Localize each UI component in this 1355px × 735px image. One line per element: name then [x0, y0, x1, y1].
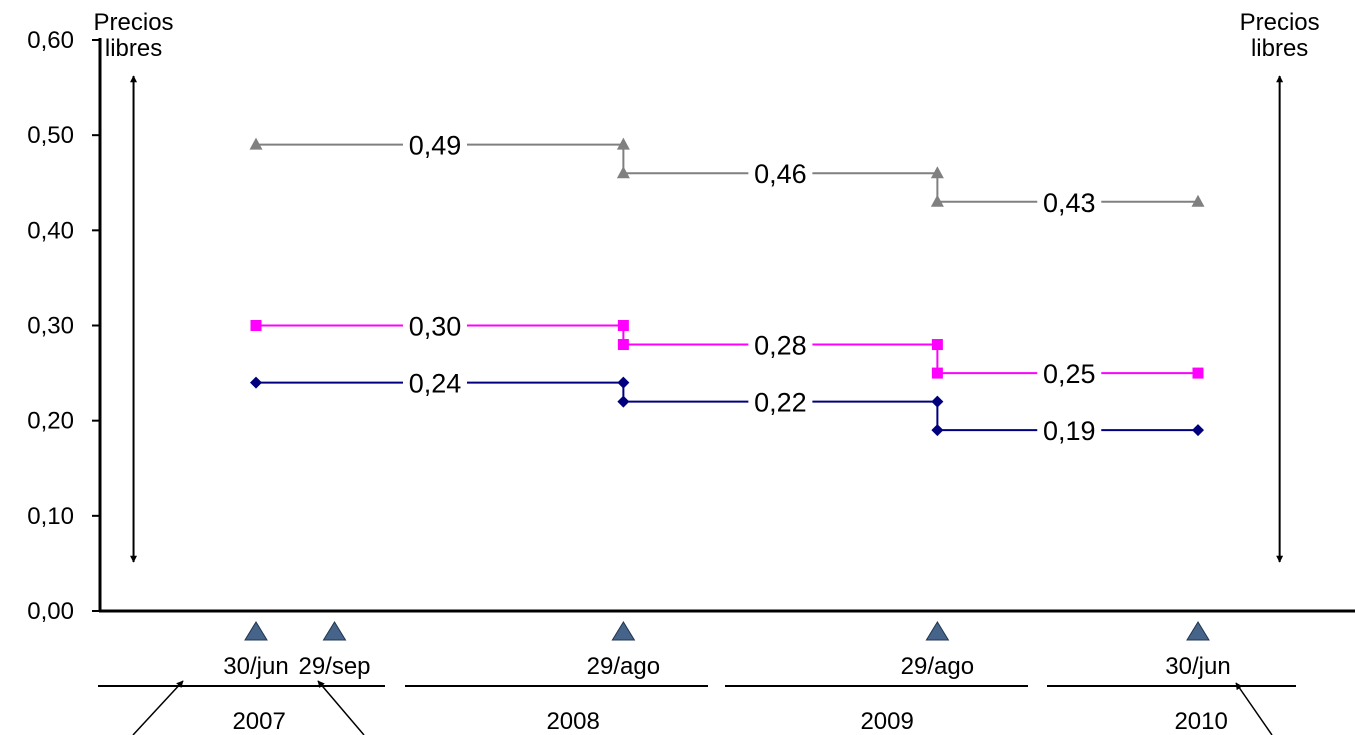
precios-libres-annotation: Precios libres	[94, 9, 174, 62]
pointer-arrow	[317, 680, 365, 735]
date-marker-triangle	[244, 621, 268, 641]
data-point-square	[617, 320, 629, 331]
data-label-bg	[402, 309, 467, 340]
date-label: 30/jun	[223, 653, 288, 680]
data-point-square	[931, 339, 943, 351]
data-point-triangle	[1191, 194, 1205, 207]
data-point-triangle	[249, 137, 263, 150]
data-label-bg	[1037, 357, 1102, 388]
data-point-diamond	[250, 376, 262, 389]
y-tick-label: 0,50	[27, 122, 74, 149]
data-point-square	[250, 320, 262, 331]
data-label-bg	[748, 328, 813, 359]
date-label: 29/ago	[901, 653, 974, 680]
year-label: 2009	[860, 708, 913, 735]
data-label: 0,49	[409, 131, 462, 161]
data-point-diamond	[617, 395, 630, 408]
data-label-bg	[1037, 185, 1102, 216]
data-label: 0,25	[1043, 359, 1096, 389]
data-label-bg	[748, 385, 813, 416]
pointer-arrow	[132, 680, 184, 735]
data-point-triangle	[616, 166, 630, 179]
pointer-arrow	[1235, 682, 1273, 735]
data-label: 0,46	[754, 159, 807, 189]
data-label: 0,28	[754, 331, 807, 361]
data-point-square	[931, 367, 943, 379]
data-label-bg	[748, 157, 813, 188]
date-marker-triangle	[322, 621, 347, 641]
date-label: 29/sep	[298, 653, 370, 680]
date-label: 29/ago	[587, 653, 660, 680]
year-label: 2008	[546, 708, 599, 735]
data-label: 0,22	[754, 388, 807, 418]
data-point-triangle	[930, 194, 944, 207]
date-label: 30/jun	[1165, 653, 1230, 680]
data-point-square	[617, 339, 629, 351]
data-point-diamond	[1192, 424, 1204, 437]
data-label-bg	[402, 128, 467, 159]
y-tick-label: 0,40	[27, 217, 74, 244]
y-tick-label: 0,60	[27, 27, 74, 54]
date-marker-triangle	[1186, 621, 1210, 641]
data-point-diamond	[931, 424, 944, 437]
data-point-square	[1192, 367, 1204, 379]
y-tick-label: 0,10	[27, 503, 74, 530]
data-point-diamond	[931, 395, 944, 408]
year-label: 2007	[232, 708, 285, 735]
data-point-diamond	[617, 376, 630, 389]
data-label: 0,24	[409, 369, 462, 399]
data-point-triangle	[616, 137, 630, 150]
data-label-bg	[402, 366, 467, 397]
data-label-bg	[1037, 414, 1102, 445]
y-tick-label: 0,00	[27, 598, 74, 625]
year-label: 2010	[1174, 708, 1227, 735]
y-tick-label: 0,30	[27, 313, 74, 340]
data-label: 0,30	[409, 312, 462, 342]
data-point-triangle	[930, 166, 944, 179]
data-label: 0,43	[1043, 188, 1096, 218]
precios-libres-annotation: Precios libres	[1240, 9, 1320, 62]
date-marker-triangle	[611, 621, 636, 641]
y-tick-label: 0,20	[27, 408, 74, 435]
date-marker-triangle	[925, 621, 950, 641]
data-label: 0,19	[1043, 416, 1096, 446]
